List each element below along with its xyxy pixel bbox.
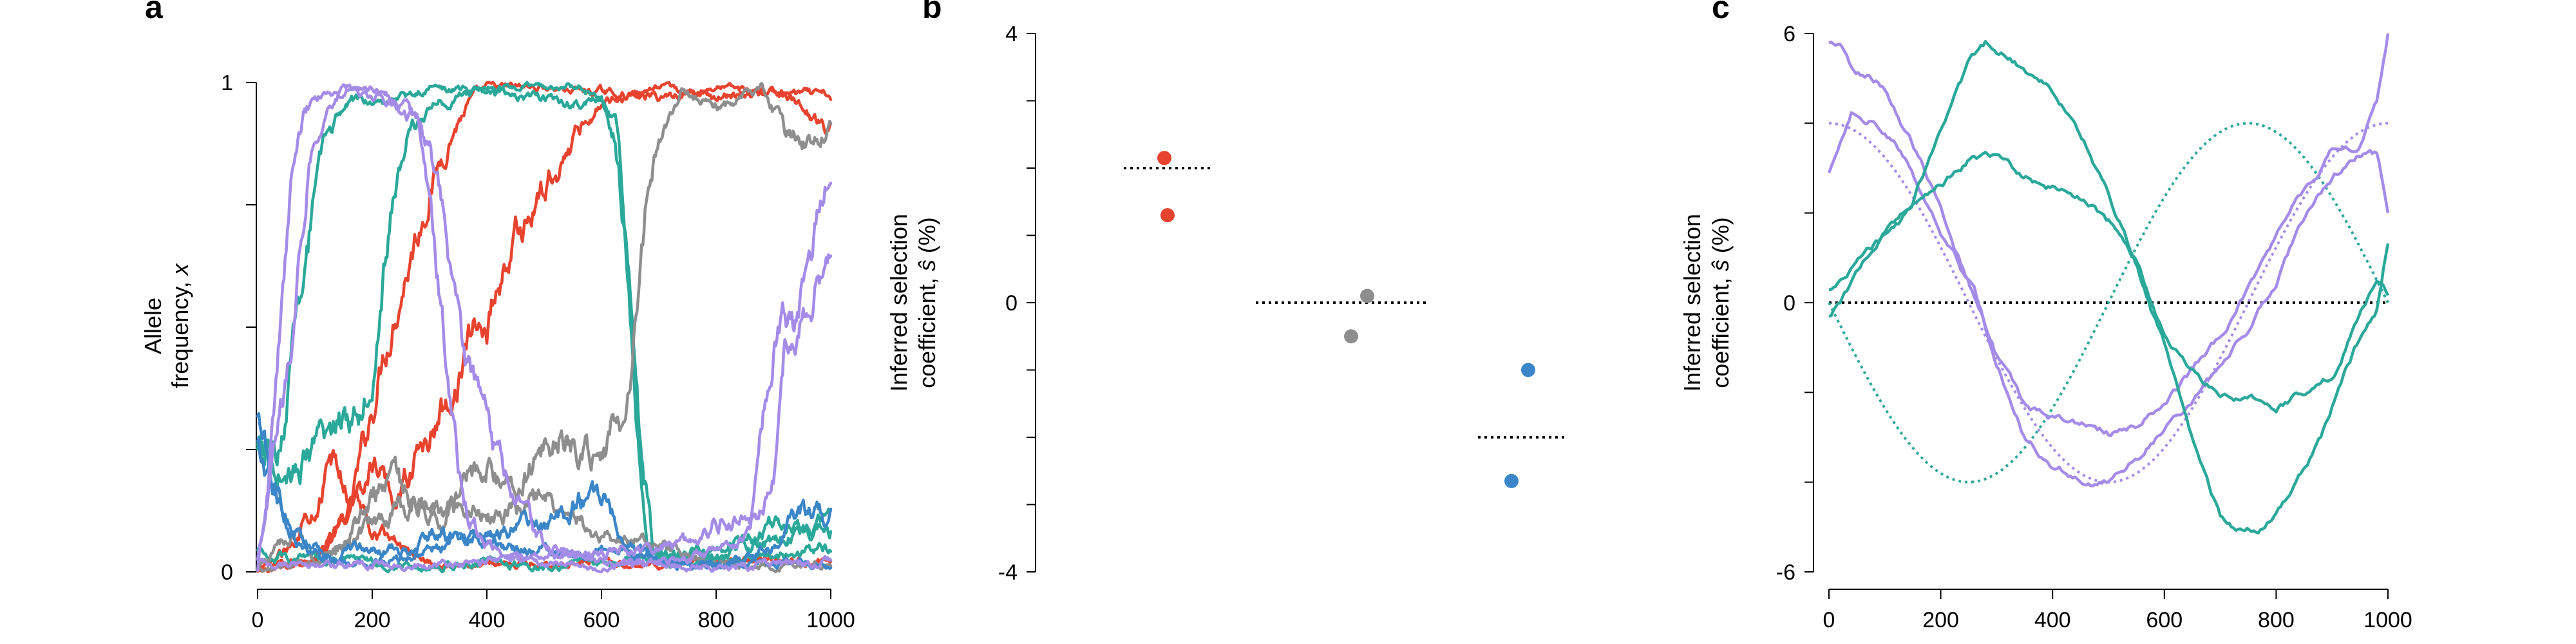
- panel-b-y-tick-label: -4: [998, 560, 1018, 585]
- panel-a-x-tick-label: 600: [583, 608, 620, 632]
- panel-c-inferred-teal: [1828, 151, 2390, 414]
- panel-c-ylabel-var: ŝ: [1707, 260, 1734, 271]
- panel-b-y-tick-label: 4: [1005, 22, 1018, 46]
- panel-a-axes: 0 200 400 600 800 1000 0 1: [221, 71, 855, 632]
- panel-c-ylabel-line2: coefficient, ŝ (%): [1707, 217, 1734, 388]
- panel-b-point-gray: [1360, 289, 1374, 303]
- panel-b-point-blue: [1521, 363, 1535, 377]
- panel-b-marks: [1124, 151, 1568, 488]
- panel-b-y-tick-label: 0: [1005, 291, 1018, 316]
- panel-b-ylabel-suffix: (%): [914, 217, 940, 260]
- panel-letter-c: c: [1712, 0, 1730, 25]
- panel-b-point-blue: [1504, 473, 1519, 488]
- panel-b: b Inferred selection coefficient, ŝ (%) …: [886, 0, 1568, 585]
- panel-a-x-tick-label: 0: [252, 608, 264, 632]
- panel-c-true-curve-teal: [1828, 122, 2389, 484]
- panel-a-trace-purple: [256, 253, 833, 573]
- panel-c-ylabel-prefix: coefficient,: [1707, 271, 1734, 388]
- panel-a-ylabel-var: x: [167, 262, 193, 276]
- panel-c-x-tick-label: 1000: [2363, 608, 2412, 632]
- panel-a-trace-gray: [256, 82, 833, 573]
- panel-b-point-gray: [1344, 329, 1358, 344]
- panel-a-traces: [256, 80, 833, 574]
- panel-a-trace-purple: [256, 85, 833, 574]
- panel-b-point-red: [1157, 151, 1171, 166]
- panel-c-y-tick-label: -6: [1776, 560, 1795, 585]
- panel-a-ylabel-line1: Allele: [140, 298, 166, 354]
- panel-c-y-tick-label: 6: [1783, 22, 1795, 46]
- panel-a-y-tick-label: 0: [221, 560, 233, 585]
- panel-c-x-tick-label: 400: [2034, 608, 2071, 632]
- panel-c-x-tick-label: 800: [2258, 608, 2295, 632]
- panel-c-x-tick-label: 600: [2146, 608, 2183, 632]
- panel-a-y-tick-label: 1: [221, 71, 233, 95]
- panel-c: c Inferred selection coefficient, ŝ (%) …: [1679, 0, 2412, 632]
- panel-b-point-red: [1160, 208, 1175, 223]
- panel-c-ylabel-suffix: (%): [1707, 217, 1734, 260]
- panel-letter-b: b: [922, 0, 942, 25]
- panel-c-inferred-teal: [1828, 40, 2390, 535]
- panel-c-x-tick-label: 0: [1823, 608, 1835, 632]
- panel-a-trace-red: [256, 80, 833, 573]
- panel-c-inferred-purple: [1828, 33, 2390, 438]
- panel-c-ylabel-line1: Inferred selection: [1679, 214, 1705, 392]
- panel-a-x-tick-label: 400: [469, 608, 506, 632]
- panel-b-axes: -4 0 4: [998, 22, 1036, 585]
- panel-c-axes: -6 0 6 0 200 400 600 800 1000: [1776, 22, 2412, 632]
- panel-b-ylabel-prefix: coefficient,: [914, 271, 940, 388]
- panel-letter-a: a: [145, 0, 164, 25]
- panel-c-y-tick-label: 0: [1783, 291, 1795, 316]
- panel-a-x-tick-label: 200: [354, 608, 391, 632]
- panel-a-trace-blue: [256, 412, 833, 571]
- panel-a-x-tick-label: 1000: [806, 608, 855, 632]
- panel-a-ylabel-prefix: frequency,: [167, 275, 193, 388]
- panel-a: a Allele frequency, x 0 200 400 600 800 10000…: [140, 0, 855, 632]
- panel-c-x-tick-label: 200: [1922, 608, 1959, 632]
- panel-b-ylabel-line1: Inferred selection: [886, 214, 912, 392]
- panel-c-inferred-purple: [1827, 111, 2390, 488]
- panel-a-ylabel-line2: frequency, x: [167, 262, 193, 388]
- panel-a-x-tick-label: 800: [698, 608, 735, 632]
- panel-b-ylabel-line2: coefficient, ŝ (%): [914, 217, 940, 388]
- panel-c-marks: [1827, 33, 2390, 535]
- panel-b-ylabel-var: ŝ: [914, 260, 940, 271]
